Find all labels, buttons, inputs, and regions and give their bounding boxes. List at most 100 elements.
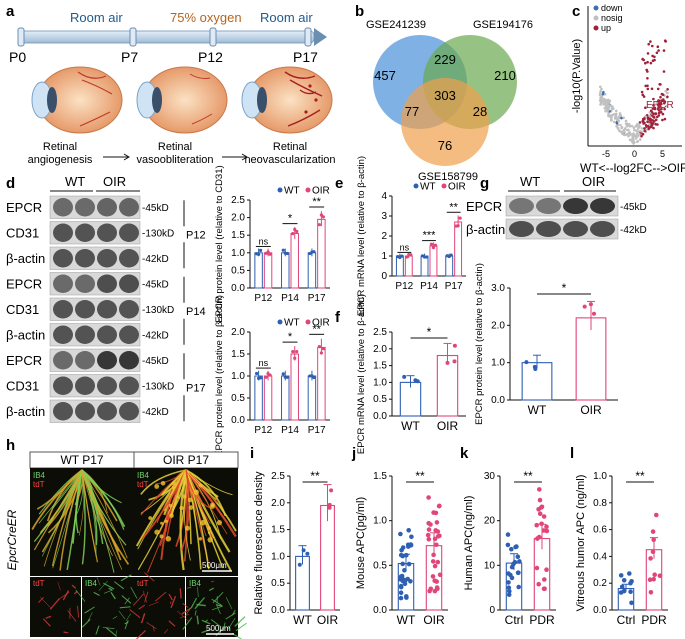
data-point (537, 497, 543, 503)
crop-vessel (77, 605, 80, 618)
data-point (398, 552, 404, 558)
data-point (295, 229, 299, 234)
blot-g-row-label: EPCR (466, 199, 502, 214)
vessel (81, 469, 128, 559)
neovascular-tuft (165, 519, 168, 523)
chart-ytick-label: 10 (484, 560, 496, 571)
volcano-point (632, 126, 636, 129)
chart-ytick-label: 0.0 (231, 415, 245, 426)
volcano-point (638, 132, 641, 136)
volcano-points (598, 39, 669, 145)
image-side-label: EpcrCreER (5, 509, 19, 570)
chart-ytick-label: 0.2 (593, 578, 607, 589)
data-point (281, 248, 285, 252)
data-point (431, 552, 436, 558)
vessel (41, 469, 83, 557)
crop-vessel (63, 631, 69, 634)
volcano-point (654, 118, 658, 122)
blot-band (53, 325, 73, 344)
data-point (398, 595, 404, 601)
crop-vessel (113, 581, 125, 590)
data-point (588, 302, 593, 307)
panel-label-j: j (351, 445, 356, 462)
crop-vessel (235, 622, 247, 632)
chart-ytick-label: 0.5 (373, 560, 387, 571)
volcano-point (631, 141, 635, 144)
volcano-point (616, 126, 620, 130)
chart-ytick-label: 0.5 (231, 265, 245, 276)
data-point (403, 577, 408, 583)
data-point (654, 512, 659, 518)
chart-xtick-label: WT (401, 419, 420, 433)
data-point (317, 345, 321, 349)
data-point (305, 551, 310, 556)
neovascular-tuft (216, 520, 222, 526)
crop-vessel (49, 598, 60, 610)
panel-label-k: k (460, 445, 469, 462)
volcano-point (607, 114, 610, 118)
crop-vessel (115, 630, 118, 636)
chart-ytick-label: 1.0 (373, 377, 387, 388)
volcano-point (627, 134, 630, 138)
data-point (629, 579, 634, 584)
volcano-point (645, 68, 648, 72)
volcano-ylabel: -log10(P.Value) (571, 39, 583, 113)
timepoint-p0: P0 (9, 49, 26, 65)
volcano-point (603, 97, 606, 101)
chart-d2: 0.0 0.5 1.0 1.5 2.0 EPCR protein level (relat… (214, 295, 330, 457)
crop-vessel (62, 590, 70, 601)
crop-vessel (84, 606, 95, 614)
blot-d-row-label: β-actin (6, 404, 45, 419)
volcano-point (647, 125, 650, 128)
blot-band (97, 198, 117, 217)
sig-label: * (288, 213, 293, 225)
chart-ytick-label: 0.0 (491, 395, 505, 406)
crop-vessel (197, 586, 199, 598)
chart-ytick-label: 1.5 (231, 230, 245, 241)
volcano-point (657, 49, 660, 52)
crop-vessel (124, 620, 129, 630)
bar-charts: 0.0 0.5 1.0 1.5 2.0 2.5 EPCR protein level (re… (214, 156, 668, 627)
data-point (409, 253, 413, 257)
blot-d-row-label: CD31 (6, 226, 39, 241)
blot-band (119, 198, 139, 217)
data-point (406, 561, 412, 567)
venn-label-2: GSE194176 (473, 19, 533, 31)
panel-label-f: f (335, 309, 341, 326)
crop-vessel (143, 590, 148, 603)
volcano-point (623, 130, 626, 134)
crop-vessel (40, 597, 52, 609)
blot-band (563, 198, 588, 214)
volcano-point (619, 123, 622, 127)
neovascular-tuft (188, 505, 194, 510)
data-point (402, 581, 408, 587)
chart-xtick-label: OIR (317, 613, 339, 627)
data-point (434, 542, 439, 548)
blot-band (97, 402, 117, 421)
volcano-point (646, 120, 649, 123)
blot-band (75, 198, 95, 217)
data-point (509, 546, 514, 552)
crop-vessel (216, 604, 223, 607)
crop-vessel (144, 572, 155, 582)
panel-c: c down nosig up EPCR -5 0 5 -log10(P.Val… (571, 3, 685, 175)
data-point (408, 542, 414, 547)
blot-band (75, 351, 95, 370)
vessel (183, 469, 191, 561)
data-point (312, 375, 316, 380)
neovascular-tuft (171, 481, 177, 486)
blot-band (53, 249, 73, 268)
data-point (281, 372, 285, 376)
venn-overlap-23: 28 (473, 104, 487, 119)
data-point (295, 349, 299, 354)
volcano-point (647, 42, 650, 46)
venn-label-3: GSE158799 (418, 171, 478, 183)
chart-ytick-label: 20 (484, 516, 496, 527)
data-point (321, 215, 325, 219)
volcano-point (665, 104, 668, 108)
data-point (544, 524, 549, 529)
data-point (506, 580, 511, 585)
crop-vessel (177, 610, 190, 622)
crop-vessel (208, 587, 215, 592)
chart-ytick-label: 0.0 (231, 283, 245, 294)
